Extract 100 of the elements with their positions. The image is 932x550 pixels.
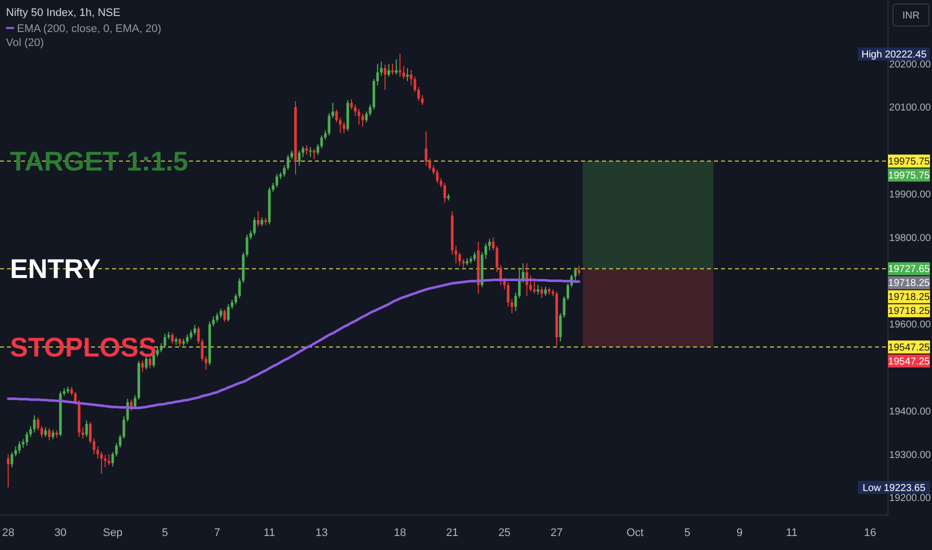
y-tick-label: 19900.00 xyxy=(889,189,932,200)
candlestick xyxy=(36,416,40,431)
candlestick xyxy=(518,267,521,299)
candlestick xyxy=(506,282,510,308)
candlestick xyxy=(48,428,51,441)
candlestick xyxy=(414,76,416,92)
candlestick xyxy=(316,144,320,156)
y-tick-label: 19400.00 xyxy=(889,406,932,418)
candlestick xyxy=(190,330,192,340)
candlestick xyxy=(365,111,368,123)
x-tick-label: 11 xyxy=(264,527,276,539)
candlestick xyxy=(14,446,17,457)
legend-label: EMA (200, close, 0, EMA, 20) xyxy=(17,23,162,35)
candlestick xyxy=(328,112,330,136)
candlestick xyxy=(410,69,412,86)
candlestick xyxy=(398,54,402,78)
x-tick-label: 25 xyxy=(498,527,511,539)
candlestick xyxy=(574,267,577,282)
y-tick-label: 19300.00 xyxy=(889,450,932,461)
candlestick xyxy=(227,304,230,322)
candlestick xyxy=(104,454,107,468)
candlestick xyxy=(536,284,540,296)
candlestick xyxy=(141,360,144,372)
x-tick-label: Oct xyxy=(626,527,644,539)
x-tick-label: 5 xyxy=(684,527,690,539)
y-tick-label: 20200.00 xyxy=(889,59,932,70)
candlestick xyxy=(566,282,570,301)
y-tick-label: 19200.00 xyxy=(889,493,932,504)
candlestick xyxy=(324,130,327,140)
candlestick xyxy=(256,210,260,227)
text: Vol (20) xyxy=(6,37,44,49)
candlestick xyxy=(342,121,346,134)
candlestick xyxy=(298,150,301,166)
candlestick xyxy=(391,63,394,76)
x-tick-label: Sep xyxy=(102,527,122,539)
candlestick xyxy=(421,94,424,106)
candlestick xyxy=(29,426,32,438)
x-tick-label: 21 xyxy=(446,527,458,539)
candlestick xyxy=(216,312,218,323)
text: Nifty 50 Index, 1h, NSE xyxy=(6,7,120,19)
y-axis-title: INR xyxy=(902,10,920,22)
candlestick xyxy=(115,442,118,457)
text: 19727.65 xyxy=(888,264,930,276)
candlestick xyxy=(186,334,189,344)
x-tick-label: 18 xyxy=(394,527,406,539)
candlestick xyxy=(40,426,44,438)
candlestick xyxy=(354,104,356,116)
annotation: ENTRY xyxy=(10,254,101,284)
candlestick xyxy=(144,356,148,370)
y-tick-label: 20100.00 xyxy=(889,102,932,114)
candlestick xyxy=(473,252,476,262)
candlestick xyxy=(18,440,21,454)
candlestick xyxy=(384,64,386,90)
candlestick xyxy=(335,109,338,123)
y-tick-label: 19800.00 xyxy=(889,232,932,244)
x-tick-label: 5 xyxy=(162,527,168,539)
x-tick-label: 16 xyxy=(864,527,876,539)
candlestick xyxy=(148,356,152,369)
candlestick xyxy=(514,292,517,312)
annotation: TARGET 1:1.5 xyxy=(10,146,188,177)
candlestick xyxy=(484,242,488,260)
x-tick-label: 9 xyxy=(736,527,743,539)
text: 19547.25 xyxy=(888,342,930,354)
candlestick xyxy=(332,102,334,119)
candlestick xyxy=(33,414,36,434)
candlestick xyxy=(253,216,256,236)
candlestick xyxy=(529,275,532,292)
candlestick xyxy=(171,332,174,344)
candlestick xyxy=(562,296,566,318)
candlestick xyxy=(338,117,342,134)
candlestick xyxy=(156,347,159,358)
annotation: Low 19223.65 xyxy=(862,482,926,494)
candlestick xyxy=(223,308,226,322)
candlestick xyxy=(424,130,428,166)
candlestick xyxy=(26,431,28,446)
text: 19718.25 xyxy=(888,306,930,318)
candlestick xyxy=(6,454,10,488)
candlestick xyxy=(96,446,100,460)
text: 19718.25 xyxy=(888,292,930,304)
candlestick xyxy=(320,134,323,149)
candlestick xyxy=(417,86,420,102)
candlestick xyxy=(193,324,196,336)
candlestick xyxy=(276,173,278,188)
candlestick xyxy=(578,265,580,276)
candlestick xyxy=(428,158,432,171)
candlestick xyxy=(436,169,439,184)
text: 19975.75 xyxy=(888,156,930,168)
x-tick-label: 13 xyxy=(315,527,328,539)
candlestick xyxy=(111,452,114,467)
x-tick-label: 11 xyxy=(786,527,798,539)
candlestick xyxy=(204,356,208,370)
candlestick xyxy=(368,104,372,116)
candlestick xyxy=(406,68,409,82)
candlestick xyxy=(376,63,379,86)
candlestick xyxy=(559,312,562,342)
x-tick-label: 28 xyxy=(2,527,14,539)
candlestick xyxy=(85,420,88,438)
candlestick xyxy=(220,308,222,319)
candlestick xyxy=(458,252,461,266)
candlestick xyxy=(164,333,166,348)
